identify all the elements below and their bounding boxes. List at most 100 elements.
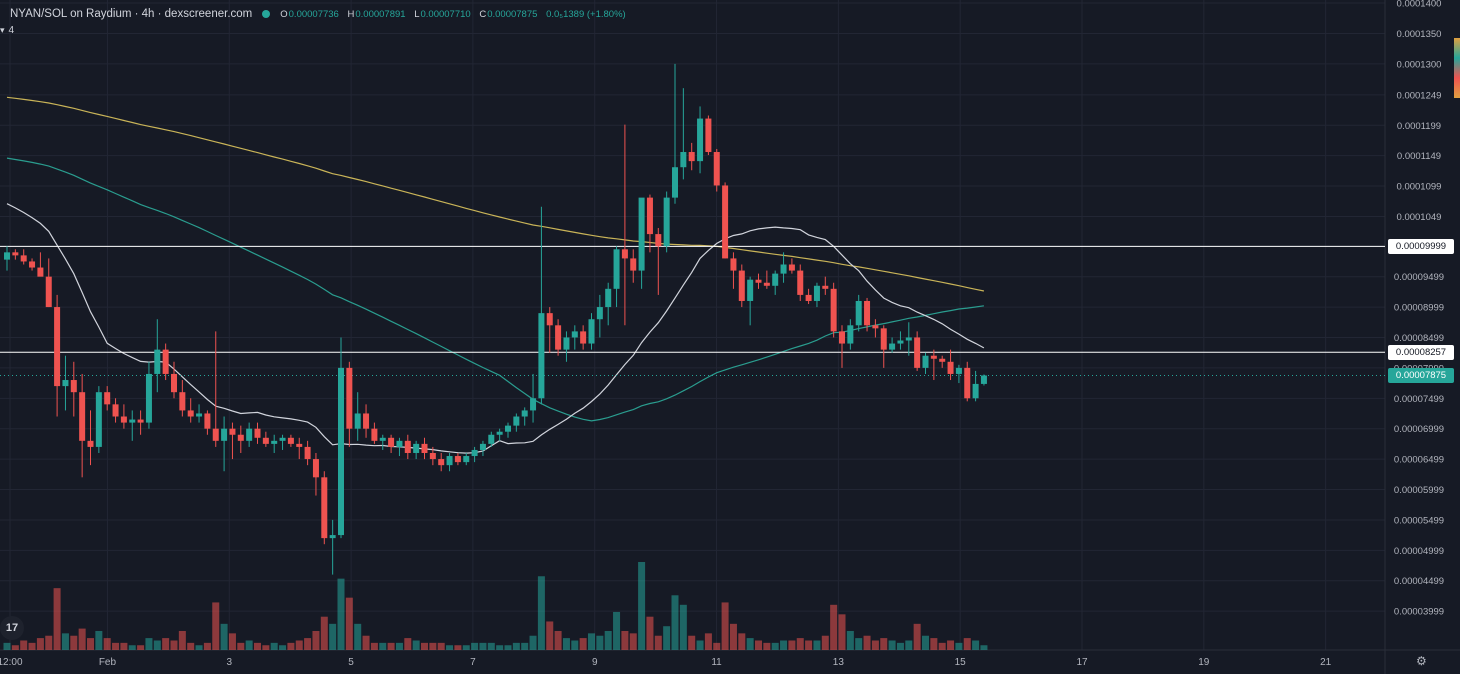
time-axis-label: 19 <box>1198 657 1210 668</box>
volume-bar <box>228 633 236 650</box>
candle-body <box>54 307 61 387</box>
candle-body <box>964 367 971 399</box>
candle-body <box>788 264 795 271</box>
volume-bar <box>20 640 28 650</box>
volume-bar <box>938 642 946 650</box>
candle-body <box>196 413 203 417</box>
candle-body <box>580 331 587 344</box>
gear-icon[interactable]: ⚙ <box>1416 654 1427 668</box>
candle-body <box>722 185 729 259</box>
candle-body <box>697 118 704 162</box>
price-tag-current: 0.00007875 <box>1388 367 1454 383</box>
volume-bar <box>354 623 362 650</box>
ohlc-high-key: H <box>347 8 355 20</box>
volume-bar <box>846 630 854 650</box>
volume-bar <box>930 638 938 650</box>
volume-bar <box>529 635 537 650</box>
volume-bar <box>496 645 504 650</box>
volume-bar <box>103 638 111 650</box>
volume-bar <box>320 616 328 650</box>
volume-bar <box>70 635 78 650</box>
ohlc-change-value: 0.0₅1389 (+1.80%) <box>546 8 626 20</box>
volume-bar <box>487 642 495 650</box>
tradingview-logo-icon[interactable]: 17 <box>0 616 24 640</box>
volume-bar <box>120 642 128 650</box>
candle-body <box>354 413 361 429</box>
candle-body <box>730 258 737 271</box>
volume-bar <box>421 642 428 650</box>
candle-body <box>880 328 887 350</box>
price-axis-label: 0.0001249 <box>1397 90 1442 101</box>
price-axis-label: 0.00005999 <box>1394 485 1444 496</box>
time-axis-label: 11 <box>711 657 722 668</box>
price-axis-label: 0.00004499 <box>1394 576 1444 587</box>
candle-body <box>204 413 211 429</box>
candle-body <box>521 410 528 417</box>
candle-body <box>312 459 319 478</box>
study-toggle[interactable]: ▾ 4 <box>0 25 14 36</box>
volume-bar <box>871 640 879 650</box>
time-axis-label: 13 <box>833 657 845 668</box>
ma-fast-line <box>6 203 985 454</box>
ohlc-close-key: C <box>479 8 487 20</box>
candle-body <box>513 416 520 426</box>
candle-body <box>546 313 553 326</box>
candle-body <box>755 279 762 283</box>
volume-bar <box>128 645 136 650</box>
candle-body <box>4 252 10 260</box>
volume-bar <box>663 626 671 650</box>
candle-body <box>129 419 136 423</box>
ohlc-open-key: O <box>280 8 288 20</box>
candle-body <box>45 276 52 308</box>
candle-body <box>271 440 278 444</box>
volume-bar <box>796 638 804 650</box>
candle-body <box>930 355 937 359</box>
volume-bar <box>329 623 337 650</box>
volume-bar <box>479 642 487 650</box>
chevron-down-icon[interactable]: ▾ <box>0 25 5 35</box>
candle-body <box>79 392 86 441</box>
time-axis-label: 21 <box>1320 657 1332 668</box>
candle-body <box>304 446 311 460</box>
candle-body <box>839 331 845 344</box>
horizontal-price-lines <box>0 245 1385 376</box>
candle-body <box>212 428 219 441</box>
volume-bar <box>955 642 963 650</box>
candle-body <box>672 167 678 198</box>
ohlc-readout: O0.00007736 H0.00007891 L0.00007710 C0.0… <box>280 9 631 20</box>
candle-body <box>479 443 486 450</box>
candle-body <box>404 440 411 453</box>
volume-bar <box>972 640 980 650</box>
volume-bar <box>437 642 445 650</box>
candle-body <box>413 443 420 453</box>
volume-bar <box>679 604 687 650</box>
price-axis-label: 0.00004999 <box>1394 546 1444 557</box>
candle-body <box>646 197 653 235</box>
volume-bar <box>279 645 287 650</box>
volume-bar <box>855 638 863 650</box>
study-count: 4 <box>8 25 15 36</box>
price-axis-label: 0.00007499 <box>1394 394 1444 405</box>
volume-bar <box>11 645 19 650</box>
side-toolbar-strip[interactable] <box>1454 38 1460 98</box>
volume-bar <box>370 642 378 650</box>
volume-bar <box>153 640 161 650</box>
candle-body <box>463 456 470 463</box>
volume-bar <box>462 645 470 650</box>
candle-body <box>830 288 837 332</box>
volume-bar <box>446 645 454 650</box>
candle-body <box>947 361 954 374</box>
candle-body <box>87 440 94 447</box>
time-axis-label: 7 <box>470 657 476 668</box>
candle-body <box>922 355 929 368</box>
candle-body <box>914 337 921 368</box>
candle-body <box>154 349 161 374</box>
candle-body <box>137 419 144 423</box>
volume-bar <box>220 623 228 650</box>
candle-body <box>605 288 612 308</box>
candle-body <box>363 413 370 429</box>
candle-body <box>296 443 303 447</box>
candle-body <box>229 428 236 435</box>
volume-bar <box>187 642 195 650</box>
